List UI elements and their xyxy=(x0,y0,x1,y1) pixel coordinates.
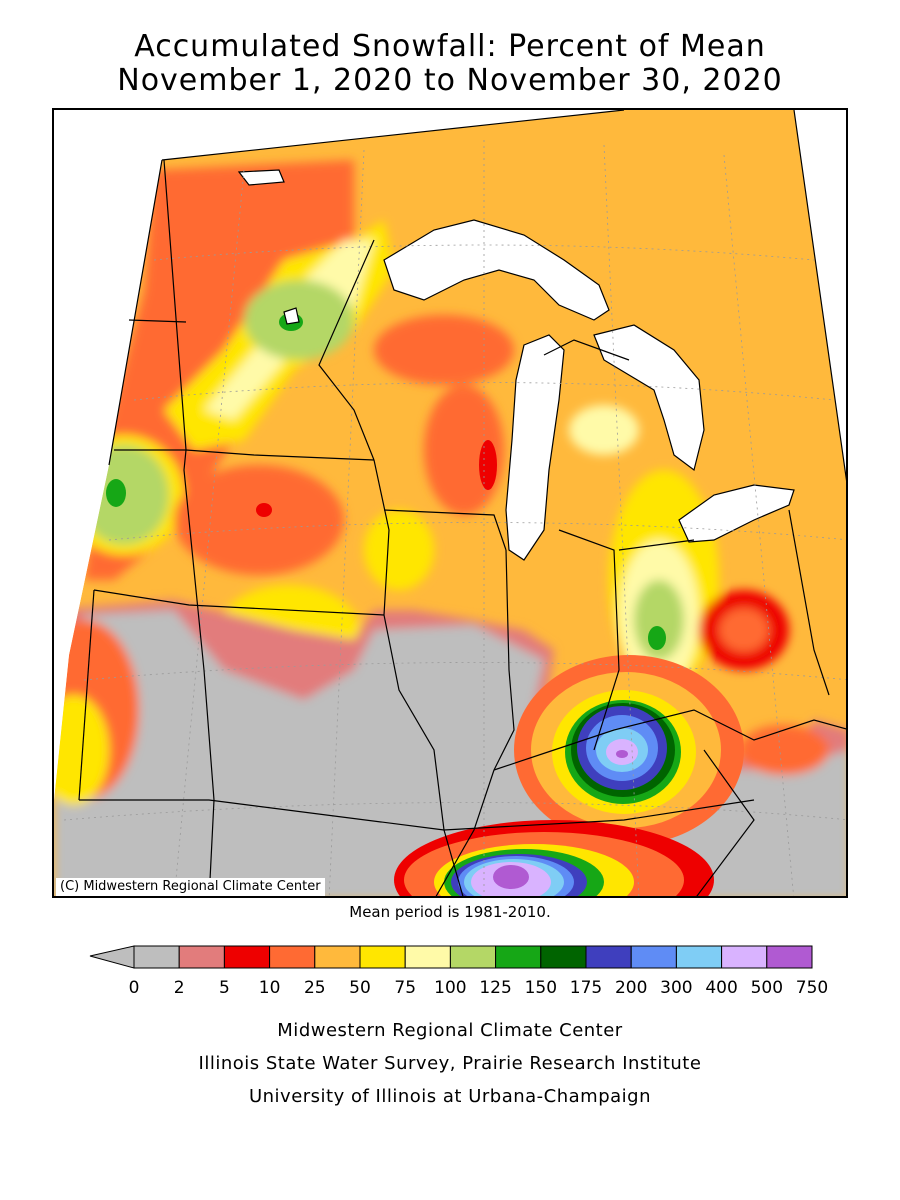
border-mn-wi xyxy=(318,239,375,461)
lake-huron xyxy=(593,324,705,472)
legend-tick-label: 50 xyxy=(349,978,371,998)
legend-tick-label: 200 xyxy=(615,978,647,998)
border-ohio-river xyxy=(493,709,846,771)
legend-swatch xyxy=(404,945,451,969)
legend-swatch xyxy=(223,945,271,969)
great-lakes xyxy=(237,169,795,561)
snowfall-map xyxy=(52,108,848,898)
mille-lacs xyxy=(283,307,300,325)
legend-boxes xyxy=(133,945,813,969)
legend-tick-label: 75 xyxy=(394,978,416,998)
border-in-oh xyxy=(558,529,620,751)
legend-tick-label: 175 xyxy=(570,978,602,998)
legend-swatch xyxy=(314,945,361,969)
map-title-line-1: Accumulated Snowfall: Percent of Mean xyxy=(134,29,766,64)
legend-swatch xyxy=(721,945,768,969)
copyright-notice: (C) Midwestern Regional Climate Center xyxy=(56,878,325,896)
border-ne-ks-north xyxy=(93,589,385,616)
color-legend: 0 2 5 10 25 50 75 100 125 150 175 200 300 400 500 750 xyxy=(89,945,829,998)
legend-swatch xyxy=(178,945,225,969)
band-50-75-il-north xyxy=(364,510,434,590)
legend-swatch xyxy=(630,945,677,969)
credit-line-3: University of Illinois at Urbana-Champai… xyxy=(248,1086,652,1107)
legend-arrow xyxy=(89,945,135,969)
legend-swatch xyxy=(766,945,813,969)
state-boundaries xyxy=(78,159,846,896)
legend-swatch xyxy=(495,945,542,969)
region-outline xyxy=(108,110,846,482)
legend-tick-labels: 0 2 5 10 25 50 75 100 125 150 175 200 300 400 500 750 xyxy=(129,978,829,998)
border-mi-wi xyxy=(543,339,630,361)
border-ky-va xyxy=(696,749,755,896)
border-wi-il xyxy=(383,509,507,551)
mean-period-note: Mean period is 1981-2010. xyxy=(349,903,551,921)
map-title-line-2: November 1, 2020 to November 30, 2020 xyxy=(117,63,783,98)
lake-michigan xyxy=(505,334,565,561)
border-mi-oh xyxy=(618,539,695,551)
map-canvas xyxy=(54,110,846,896)
border-il-in xyxy=(493,549,515,771)
border-ne-ia-mo xyxy=(183,469,215,896)
legend-swatch xyxy=(540,945,587,969)
legend-swatch xyxy=(269,945,316,969)
ohio-valley-maximum xyxy=(514,655,744,845)
legend-tick-label: 125 xyxy=(479,978,511,998)
legend-tick-label: 100 xyxy=(434,978,466,998)
band-125-150-sd xyxy=(106,479,126,507)
legend-swatch xyxy=(449,945,497,969)
border-sd-ne-north xyxy=(114,449,375,461)
band-75-100-mi xyxy=(569,405,639,455)
legend-tick-label: 150 xyxy=(525,978,557,998)
border-mississippi-south xyxy=(435,769,495,896)
band-10-25-wv xyxy=(739,725,829,775)
credit-line-2: Illinois State Water Survey, Prairie Res… xyxy=(198,1053,702,1074)
legend-tick-label: 25 xyxy=(304,978,326,998)
legend-swatch xyxy=(359,945,406,969)
lake-of-the-woods xyxy=(237,169,285,186)
legend-swatch xyxy=(585,945,632,969)
legend-swatch xyxy=(675,945,723,969)
legend-tick-label: 400 xyxy=(705,978,737,998)
legend-tick-label: 750 xyxy=(796,978,828,998)
band-10-25-ne xyxy=(174,465,344,575)
legend-tick-label: 0 xyxy=(129,978,140,998)
legend-tick-label: 300 xyxy=(660,978,692,998)
band-10-25-wi-north xyxy=(374,315,514,385)
band-100-125-oh xyxy=(634,580,684,660)
border-west-edge xyxy=(78,589,95,801)
band-5-10-ne xyxy=(256,503,272,517)
band-10-25-pa xyxy=(719,608,769,652)
kentucky-maximum xyxy=(394,820,714,896)
legend-tick-label: 500 xyxy=(751,978,783,998)
border-nd-sd xyxy=(128,319,187,323)
credit-line-1: Midwestern Regional Climate Center xyxy=(277,1020,623,1041)
legend-swatch xyxy=(133,945,180,969)
legend-tick-label: 10 xyxy=(259,978,281,998)
band-5-10-wi xyxy=(479,440,497,490)
lake-superior xyxy=(383,219,610,321)
band-125-150-oh xyxy=(648,626,666,650)
legend-tick-label: 2 xyxy=(174,978,185,998)
legend-tick-label: 5 xyxy=(219,978,230,998)
border-ia-il-mo xyxy=(373,459,464,896)
band-10-25-nw xyxy=(189,180,319,240)
outside-region-mask xyxy=(54,110,846,800)
border-oh-pa xyxy=(788,509,830,696)
lake-erie xyxy=(678,484,795,543)
graticule xyxy=(63,140,846,896)
